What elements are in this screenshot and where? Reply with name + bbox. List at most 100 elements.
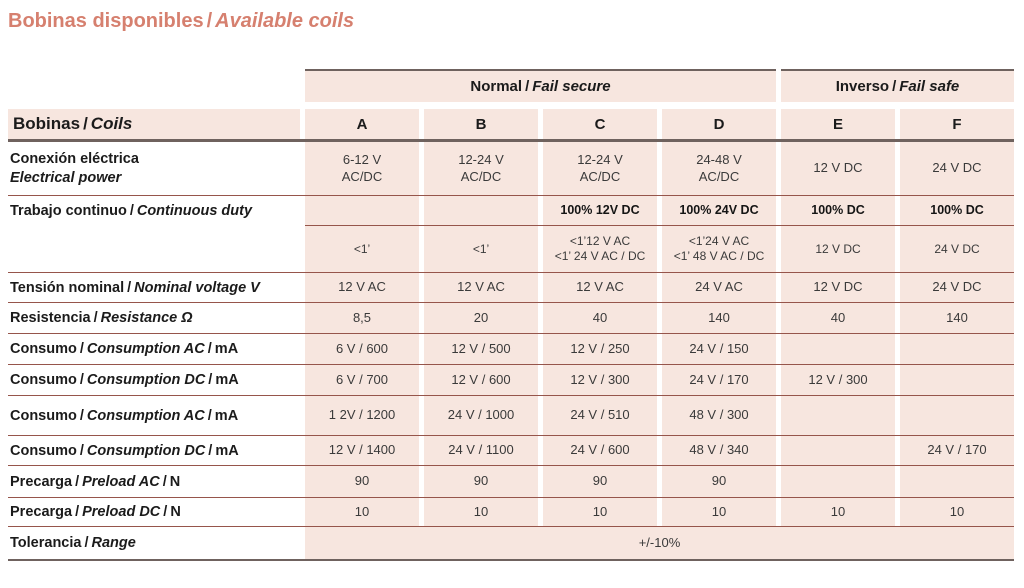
table-row-consumption-dc-2: Consumo / Consumption DC / mA 12 V / 1400 24… — [8, 436, 1014, 466]
table-cell: 24 V DC — [900, 142, 1014, 195]
column-header-a: A — [305, 109, 419, 139]
coils-table: Normal / Fail secure Inverso / Fail safe Bob… — [8, 69, 1014, 561]
separator: / — [206, 10, 213, 32]
row-label: Tensión nominal / Nominal voltage V — [8, 273, 300, 302]
table-cell: 100% 24V DC — [662, 196, 776, 225]
row-label-en: Consumption AC — [86, 407, 205, 424]
separator: / — [83, 114, 88, 133]
table-title-cell: Bobinas / Coils — [8, 109, 300, 139]
group-header-normal: Normal / Fail secure — [305, 69, 776, 102]
table-cell: 1 2V / 1200 — [305, 396, 419, 435]
table-cell: 12 V AC — [543, 273, 657, 302]
table-row-tolerance: Tolerancia / Range +/-10% — [8, 527, 1014, 561]
table-cell: 10 — [424, 498, 538, 526]
separator: / — [79, 372, 84, 388]
row-label-unit: mA — [215, 442, 239, 459]
table-cell: 140 — [900, 303, 1014, 333]
row-label-en: Preload DC — [82, 504, 161, 520]
table-cell: 10 — [305, 498, 419, 526]
group-header-inverso: Inverso / Fail safe — [781, 69, 1014, 102]
separator: / — [207, 407, 212, 424]
row-label-es: Resistencia — [10, 310, 91, 326]
table-cell: 24 V / 170 — [900, 436, 1014, 465]
table-cell: 12-24 V AC/DC — [424, 142, 538, 195]
table-row-consumption-dc-1: Consumo / Consumption DC / mA 6 V / 700 12 V… — [8, 365, 1014, 396]
table-cell: 12 V AC — [424, 273, 538, 302]
table-cell: 10 — [781, 498, 895, 526]
table-cell: 12 V / 250 — [543, 334, 657, 364]
row-label-unit: mA — [215, 372, 239, 388]
table-cell: 10 — [900, 498, 1014, 526]
row-label-es: Conexión eléctrica — [10, 151, 139, 168]
table-cell: 6 V / 600 — [305, 334, 419, 364]
table-row-continuous-duty: Trabajo continuo / Continuous duty 100% 12… — [8, 196, 1014, 273]
table-cell — [900, 396, 1014, 435]
table-cell: 6 V / 700 — [305, 365, 419, 395]
table-cell: 24 V / 1100 — [424, 436, 538, 465]
table-row-preload-dc: Precarga / Preload DC / N 10 10 10 10 10 10 — [8, 498, 1014, 527]
separator: / — [79, 442, 84, 459]
page-title: Bobinas disponibles / Available coils — [8, 10, 1016, 33]
table-cell: 6-12 V AC/DC — [305, 142, 419, 195]
table-cell: 12 V DC — [781, 273, 895, 302]
separator: / — [129, 203, 134, 219]
table-cell: 24 V DC — [900, 226, 1014, 272]
table-title-es: Bobinas — [13, 114, 81, 133]
table-cell — [781, 466, 895, 497]
row-label-en: Range — [91, 535, 136, 551]
row-label-es: Tolerancia — [10, 535, 82, 551]
row-label-en: Consumption DC — [86, 442, 206, 459]
row-label: Tolerancia / Range — [8, 527, 300, 559]
continuous-duty-subrow-2: <1’ <1’ <1’12 V AC <1’ 24 V AC / DC <1’24… — [305, 226, 1014, 272]
table-cell: 90 — [543, 466, 657, 497]
column-header-f: F — [900, 109, 1014, 139]
table-cell: 24 V / 600 — [543, 436, 657, 465]
separator: / — [84, 535, 89, 551]
separator: / — [79, 341, 84, 357]
separator: / — [525, 78, 530, 95]
row-label: Consumo / Consumption DC / mA — [8, 436, 300, 465]
table-cell: <1’ — [305, 226, 419, 272]
table-cell: 140 — [662, 303, 776, 333]
row-label: Conexión eléctrica Electrical power — [8, 142, 300, 195]
table-cell: 90 — [424, 466, 538, 497]
row-label-es: Consumo — [10, 407, 77, 424]
table-row-consumption-ac-2: Consumo / Consumption AC / mA 1 2V / 1200 24… — [8, 396, 1014, 436]
column-header-b: B — [424, 109, 538, 139]
table-cell: 40 — [781, 303, 895, 333]
row-label-unit: N — [170, 504, 181, 520]
separator: / — [79, 407, 84, 424]
table-cell: 90 — [662, 466, 776, 497]
table-cell: 100% DC — [781, 196, 895, 225]
row-label-en: Continuous duty — [136, 203, 253, 219]
table-cell: 48 V / 340 — [662, 436, 776, 465]
separator: / — [162, 473, 167, 490]
table-cell — [900, 365, 1014, 395]
table-cell — [305, 196, 419, 225]
group-normal-es: Normal — [470, 78, 523, 95]
column-header-e: E — [781, 109, 895, 139]
separator: / — [208, 372, 213, 388]
table-cell: 12 V DC — [781, 226, 895, 272]
separator: / — [207, 341, 212, 357]
table-cell: 100% DC — [900, 196, 1014, 225]
table-cell: 12 V / 500 — [424, 334, 538, 364]
table-cell: 12 V / 300 — [781, 365, 895, 395]
row-label-es: Consumo — [10, 341, 77, 357]
row-label: Resistencia / Resistance Ω — [8, 303, 300, 333]
row-label: Precarga / Preload DC / N — [8, 498, 300, 526]
table-row-resistance: Resistencia / Resistance Ω 8,5 20 40 140 4… — [8, 303, 1014, 334]
row-label: Trabajo continuo / Continuous duty — [8, 196, 300, 272]
table-cell-tolerance-merged: +/-10% — [305, 527, 1014, 559]
page-title-en: Available coils — [215, 10, 355, 32]
table-cell: 12 V / 300 — [543, 365, 657, 395]
table-cell: 48 V / 300 — [662, 396, 776, 435]
row-label-es: Consumo — [10, 442, 77, 459]
row-label-es: Consumo — [10, 372, 77, 388]
row-label-es: Precarga — [10, 473, 73, 490]
row-label-en: Nominal voltage V — [134, 279, 260, 296]
group-header-row: Normal / Fail secure Inverso / Fail safe — [8, 69, 1014, 102]
table-title-en: Coils — [90, 114, 133, 133]
group-inverso-en: Fail safe — [899, 78, 960, 95]
table-cell: 8,5 — [305, 303, 419, 333]
